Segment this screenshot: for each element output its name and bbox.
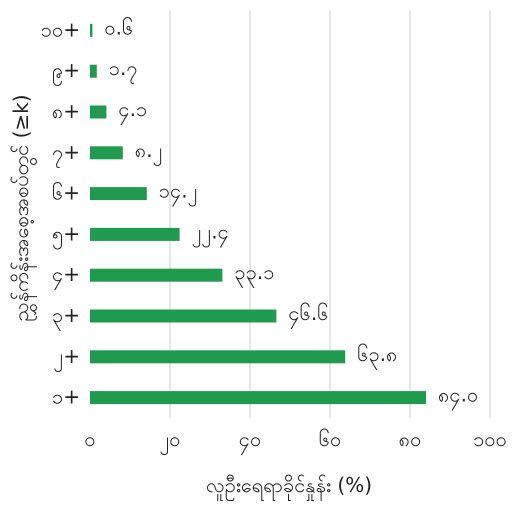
bar-2 xyxy=(90,350,346,364)
data-label-5: ၂၂.၄ xyxy=(192,219,229,247)
bar-1 xyxy=(90,391,426,405)
y-tick-labels: ၁+ ၂+ ၃+ ၄+ ၅+ ၆+ ၇+ ၈+ ၉+ ၁၀+ xyxy=(41,17,80,408)
data-label-9: ၁.၇ xyxy=(109,56,138,84)
bar-7 xyxy=(90,146,123,160)
x-tick-label-100: ၁၀၀ xyxy=(473,427,507,451)
y-tick-label-5: ၅+ xyxy=(52,221,80,249)
y-axis-title: ညွှန်ကိန်းအစေ့အစပ်တွင် (≥k) xyxy=(9,94,37,321)
bar-8 xyxy=(90,105,107,119)
bars xyxy=(90,23,426,405)
y-tick-label-10: ၁၀+ xyxy=(41,17,80,41)
x-tick-label-80: ၈၀ xyxy=(399,427,422,451)
x-tick-labels: ၀ ၂၀ ၄၀ ၆၀ ၈၀ ၁၀၀ xyxy=(84,427,507,455)
y-tick-label-6: ၆+ xyxy=(52,181,80,205)
x-axis-title: လူဦးရေရာခိုင်နှုန်း (%) xyxy=(206,473,372,501)
data-label-2: ၆၃.၈ xyxy=(357,342,397,370)
bar-3 xyxy=(90,309,277,323)
x-tick-label-40: ၄၀ xyxy=(239,427,262,455)
y-tick-label-7: ၇+ xyxy=(52,140,80,168)
x-tick-label-60: ၆၀ xyxy=(319,427,342,451)
x-tick-label-20: ၂၀ xyxy=(159,427,180,455)
bar-4 xyxy=(90,268,223,282)
data-label-3: ၄၆.၆ xyxy=(288,301,328,329)
bar-5 xyxy=(90,227,180,241)
data-label-7: ၈.၂ xyxy=(135,138,163,166)
y-tick-label-3: ၃+ xyxy=(52,303,80,331)
data-label-10: ၀.၆ xyxy=(104,15,133,39)
data-labels: ၈၄.၀ ၆၃.၈ ၄၆.၆ ၃၃.၁၂၂.၄ ၁၄.၂ ၈.၂ ၄.၁ ၁.၇ ၀.၆ xyxy=(104,15,478,410)
y-tick-label-4: ၄+ xyxy=(52,262,80,290)
gridlines xyxy=(169,10,491,418)
bar-9 xyxy=(90,64,97,78)
data-label-8: ၄.၁ xyxy=(118,97,147,125)
bar-10 xyxy=(90,23,93,37)
y-tick-label-2: ၂+ xyxy=(53,344,80,372)
y-tick-label-1: ၁+ xyxy=(52,385,80,409)
data-label-4: ၃၃.၁ xyxy=(234,260,274,288)
data-label-1: ၈၄.၀ xyxy=(438,383,478,411)
y-tick-label-8: ၈+ xyxy=(52,99,80,123)
bar-6 xyxy=(90,187,147,201)
x-tick-label-0: ၀ xyxy=(84,427,95,451)
data-label-6: ၁၄.၂ xyxy=(159,179,198,207)
y-tick-label-9: ၉+ xyxy=(52,58,80,86)
